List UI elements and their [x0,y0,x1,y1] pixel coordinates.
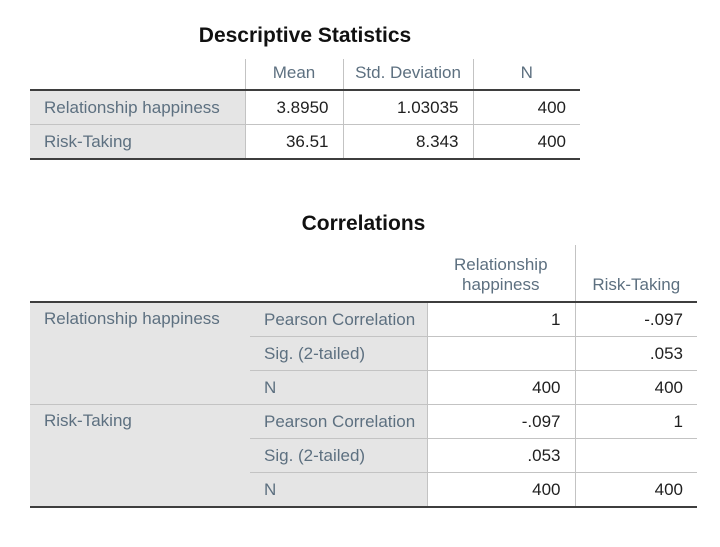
correlation-value: 1 [574,404,697,439]
descriptive-statistics-block: Descriptive Statistics Mean Std. Deviati… [0,0,720,160]
table-row: Sig. (2-tailed) .053 [30,438,697,473]
column-header-relationship-happiness: Relationship happiness [427,245,575,303]
std-deviation-value: 1.03035 [342,90,473,125]
descriptive-header-row: Mean Std. Deviation N [30,59,580,91]
row-label: Relationship happiness [30,90,245,125]
row-group-label: Risk-Taking [30,404,250,508]
sig-value: .053 [426,438,575,473]
mean-value: 3.8950 [244,90,343,125]
column-header-n: N [472,59,580,91]
n-value: 400 [574,370,697,405]
statistic-label: Pearson Correlation [250,404,427,439]
sig-value [574,438,697,473]
descriptive-statistics-table: Mean Std. Deviation N Relationship happi… [30,59,580,160]
mean-value: 36.51 [244,124,343,160]
sig-value: .053 [574,336,697,371]
row-group-label: Relationship happiness [30,302,250,405]
correlations-title: Correlations [301,212,426,235]
correlations-header-row: Relationship happiness Risk-Taking [30,245,697,303]
descriptive-statistics-title: Descriptive Statistics [198,24,412,47]
statistic-label: Sig. (2-tailed) [250,438,427,473]
n-value: 400 [472,90,580,125]
statistic-label: N [250,472,427,508]
column-header-risk-taking: Risk-Taking [574,245,697,303]
n-value: 400 [426,370,575,405]
column-header-std-deviation: Std. Deviation [342,59,473,91]
correlation-value: 1 [426,302,575,337]
table-row: Relationship happiness Pearson Correlati… [30,302,697,405]
column-header-mean: Mean [244,59,343,91]
table-row: Relationship happiness 3.8950 1.03035 40… [30,90,580,125]
table-row: Risk-Taking 36.51 8.343 400 [30,124,580,160]
correlation-value: -.097 [574,302,697,337]
n-value: 400 [426,472,575,508]
correlations-block: Correlations Relationship happiness Risk… [0,212,720,508]
n-value: 400 [574,472,697,508]
correlation-value: -.097 [426,404,575,439]
statistic-label: N [250,370,427,405]
table-row: Sig. (2-tailed) .053 [30,336,697,371]
n-value: 400 [472,124,580,160]
correlations-table: Relationship happiness Risk-Taking Relat… [30,245,697,508]
statistic-label: Pearson Correlation [250,302,427,337]
corner-cell [30,245,427,303]
corner-cell [30,59,245,91]
table-row: N 400 400 [30,472,697,508]
row-label: Risk-Taking [30,124,245,160]
sig-value [426,336,575,371]
table-row: Risk-Taking Pearson Correlation -.097 1 [30,404,697,508]
std-deviation-value: 8.343 [342,124,473,160]
table-row: N 400 400 [30,370,697,405]
statistic-label: Sig. (2-tailed) [250,336,427,371]
